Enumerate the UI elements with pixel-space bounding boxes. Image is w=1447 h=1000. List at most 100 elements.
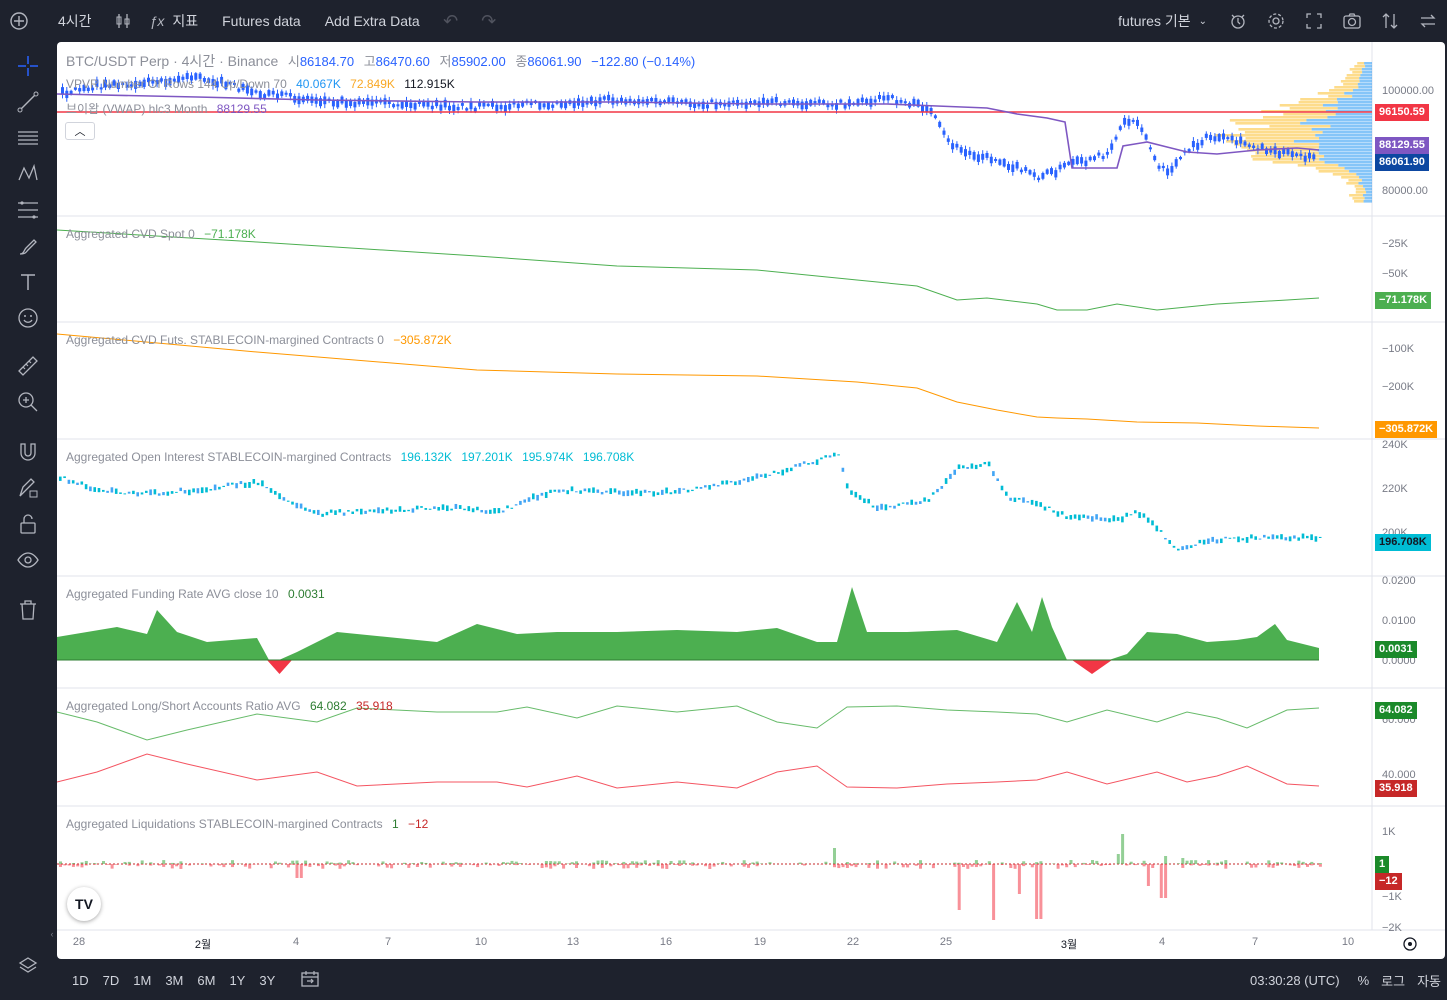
undo-icon[interactable]: ↶: [443, 10, 459, 31]
oi-bar: [893, 505, 896, 509]
candle-body: [1024, 167, 1028, 171]
oi-bar: [123, 493, 127, 495]
symbol-title[interactable]: BTC/USDT Perp · 4시간 · Binance: [66, 53, 279, 69]
text-icon[interactable]: [0, 264, 56, 300]
emoji-icon[interactable]: [0, 300, 56, 336]
oi-bar: [587, 488, 591, 493]
layout-selector[interactable]: futures 기본 ⌄: [1106, 0, 1219, 42]
clock[interactable]: 03:30:28 (UTC): [1250, 972, 1340, 988]
fib-icon[interactable]: [0, 192, 56, 228]
magnet-icon[interactable]: [0, 434, 56, 470]
compare-icon[interactable]: [1409, 0, 1447, 42]
sort-icon[interactable]: [1371, 0, 1409, 42]
range-button-1m[interactable]: 1M: [133, 972, 152, 988]
sidebar-collapse-handle[interactable]: ‹: [50, 929, 54, 939]
alert-icon[interactable]: [1219, 0, 1257, 42]
vpvr-bar-up: [1238, 128, 1312, 131]
oi-bar: [299, 503, 303, 509]
vpvr-bar-down: [1324, 155, 1372, 158]
range-button-6m[interactable]: 6M: [197, 972, 216, 988]
liq-long-bar: [652, 862, 656, 864]
trend-line-icon[interactable]: [0, 84, 56, 120]
liq-short-bar: [407, 864, 411, 868]
candle-body: [258, 91, 262, 99]
camera-icon[interactable]: [1333, 0, 1371, 42]
oi-bar: [1138, 512, 1141, 519]
oi-bar: [837, 454, 840, 456]
zoom-icon[interactable]: [0, 384, 56, 420]
cvd-futs-legend[interactable]: Aggregated CVD Futs. STABLECOIN-margined…: [66, 333, 458, 347]
legend-collapse-button[interactable]: ︿: [65, 122, 95, 140]
ls-ratio-legend[interactable]: Aggregated Long/Short Accounts Ratio AVG…: [66, 699, 399, 713]
goto-settings-icon[interactable]: [1402, 936, 1418, 952]
pattern-icon[interactable]: [0, 156, 56, 192]
ruler-icon[interactable]: [0, 348, 56, 384]
futures-data-button[interactable]: Futures data: [222, 13, 301, 29]
auto-toggle[interactable]: 자동: [1417, 973, 1441, 989]
oi-bar: [441, 504, 445, 510]
liq-legend[interactable]: Aggregated Liquidations STABLECOIN-margi…: [66, 817, 434, 831]
oi-bar: [209, 489, 213, 491]
range-button-3y[interactable]: 3Y: [259, 972, 276, 988]
funding-badge: 0.0031: [1375, 641, 1417, 658]
range-button-1y[interactable]: 1Y: [229, 972, 246, 988]
liq-short-bar: [1013, 864, 1017, 869]
oi-bar: [428, 508, 432, 510]
range-button-7d[interactable]: 7D: [102, 972, 120, 988]
drawing-lock-icon[interactable]: [0, 470, 56, 506]
vpvr-total-value: 112.915K: [404, 77, 455, 91]
log-toggle[interactable]: 로그: [1381, 973, 1406, 989]
oi-bar: [957, 464, 961, 469]
candle-body: [989, 156, 993, 164]
chart-canvas[interactable]: [57, 42, 1445, 959]
oi-bar: [420, 506, 423, 508]
vpvr-bar-up: [1318, 170, 1350, 173]
liq-long-bar: [854, 863, 858, 864]
layers-icon[interactable]: [0, 948, 56, 984]
cvd-spot-legend[interactable]: Aggregated CVD Spot 0 −71.178K: [66, 227, 262, 241]
candle-body: [1067, 161, 1071, 165]
add-symbol-icon[interactable]: [0, 0, 38, 42]
candle-body: [542, 103, 546, 108]
tradingview-logo[interactable]: TV: [67, 887, 101, 921]
vpvr-bar-down: [1363, 200, 1372, 203]
candle-type-icon[interactable]: [104, 0, 142, 42]
vpvr-bar-up: [1297, 164, 1339, 167]
percent-toggle[interactable]: %: [1357, 972, 1370, 988]
add-extra-data-button[interactable]: Add Extra Data: [324, 13, 420, 29]
settings-icon[interactable]: [1257, 0, 1295, 42]
range-button-1d[interactable]: 1D: [72, 972, 89, 988]
oi-bar: [153, 489, 157, 495]
candle-body: [736, 99, 740, 106]
range-button-3m[interactable]: 3M: [165, 972, 184, 988]
liq-long-bar: [1181, 858, 1185, 864]
oi-bar: [170, 491, 174, 494]
oi-bar: [1017, 497, 1021, 500]
oi-tick-1: 240K: [1382, 439, 1408, 451]
eye-icon[interactable]: [0, 542, 56, 578]
vpvr-bar-down: [1306, 119, 1372, 122]
liq-long-value: 1: [391, 817, 399, 831]
indicators-button[interactable]: ƒx 지표: [142, 0, 211, 42]
chart-area[interactable]: BTC/USDT Perp · 4시간 · Binance 시86184.70 …: [57, 42, 1445, 959]
candle-body: [865, 98, 869, 105]
trash-icon[interactable]: [0, 592, 56, 628]
lock-icon[interactable]: [0, 506, 56, 542]
oi-bar: [63, 476, 66, 479]
vwap-legend[interactable]: 브이왑 (VWAP) hlc3 Month 88129.55: [66, 100, 273, 117]
vpvr-legend[interactable]: VPVR Number Of Rows 144 Up/Down 70 40.06…: [66, 77, 461, 91]
liq-short-bar: [291, 864, 295, 865]
liq-short-bar: [1060, 864, 1064, 866]
interval-button[interactable]: 4시간: [58, 13, 92, 29]
funding-legend[interactable]: Aggregated Funding Rate AVG close 10 0.0…: [66, 587, 331, 601]
oi-bar: [334, 510, 337, 515]
date-range-icon[interactable]: [292, 970, 328, 991]
redo-icon[interactable]: ↷: [481, 10, 497, 31]
fullscreen-icon[interactable]: [1295, 0, 1333, 42]
crosshair-icon[interactable]: [0, 48, 56, 84]
horizontal-lines-icon[interactable]: [0, 120, 56, 156]
vpvr-bar-down: [1359, 176, 1372, 179]
brush-icon[interactable]: [0, 228, 56, 264]
liq-long-bar: [575, 861, 578, 864]
oi-legend[interactable]: Aggregated Open Interest STABLECOIN-marg…: [66, 450, 640, 464]
